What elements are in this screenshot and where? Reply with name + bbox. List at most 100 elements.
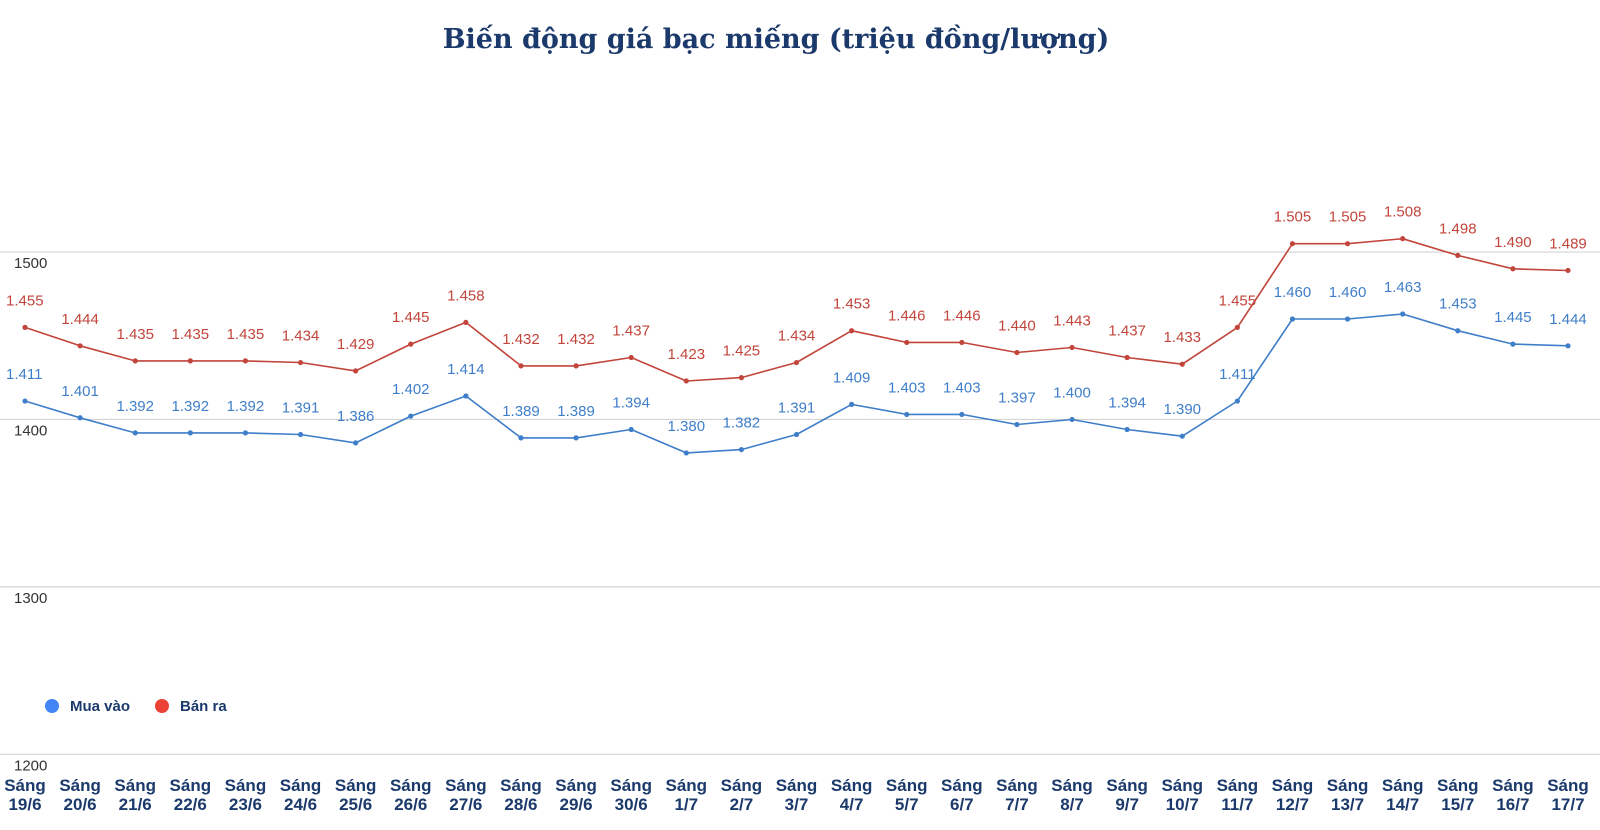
x-tick-label: Sáng bbox=[610, 776, 652, 795]
gridlines bbox=[0, 251, 1600, 755]
x-tick-label: Sáng bbox=[390, 776, 432, 795]
data-label-ban-ra: 1.455 bbox=[1219, 292, 1257, 309]
x-tick-label: 17/7 bbox=[1551, 795, 1584, 814]
data-point-mua-vao bbox=[1455, 328, 1461, 334]
data-point-mua-vao bbox=[849, 401, 855, 407]
data-label-ban-ra: 1.437 bbox=[612, 323, 650, 340]
x-tick-label: Sáng bbox=[1161, 776, 1203, 795]
data-label-ban-ra: 1.455 bbox=[6, 292, 44, 309]
x-tick-label: 16/7 bbox=[1496, 795, 1529, 814]
x-tick-label: Sáng bbox=[335, 776, 377, 795]
data-label-mua-vao: 1.401 bbox=[61, 383, 99, 400]
data-label-mua-vao: 1.382 bbox=[723, 415, 761, 432]
x-tick-label: Sáng bbox=[1437, 776, 1479, 795]
data-label-mua-vao: 1.460 bbox=[1329, 284, 1367, 301]
x-tick-label: 22/6 bbox=[174, 795, 207, 814]
x-tick-label: Sáng bbox=[280, 776, 322, 795]
data-point-mua-vao bbox=[904, 411, 910, 418]
x-tick-label: Sáng bbox=[996, 776, 1038, 795]
data-label-mua-vao: 1.392 bbox=[116, 398, 154, 415]
data-point-mua-vao bbox=[1289, 316, 1296, 322]
data-label-mua-vao: 1.411 bbox=[6, 366, 42, 383]
data-point-ban-ra bbox=[738, 375, 744, 381]
data-point-mua-vao bbox=[683, 450, 689, 456]
y-tick-label: 1500 bbox=[14, 255, 47, 272]
x-tick-label: Sáng bbox=[114, 776, 156, 795]
x-tick-label: 1/7 bbox=[674, 795, 698, 814]
x-tick-label: Sáng bbox=[1492, 776, 1534, 795]
data-point-mua-vao bbox=[1344, 316, 1351, 322]
data-point-ban-ra bbox=[1124, 354, 1130, 361]
x-tick-label: 26/6 bbox=[394, 795, 427, 814]
data-point-ban-ra bbox=[353, 368, 359, 374]
data-point-ban-ra bbox=[1234, 324, 1240, 330]
x-tick-label: Sáng bbox=[721, 776, 763, 795]
data-point-ban-ra bbox=[518, 363, 524, 369]
data-label-ban-ra: 1.435 bbox=[227, 326, 265, 343]
data-point-ban-ra bbox=[683, 378, 689, 384]
data-label-ban-ra: 1.432 bbox=[557, 331, 595, 348]
data-label-mua-vao: 1.389 bbox=[557, 403, 595, 420]
data-label-ban-ra: 1.434 bbox=[282, 328, 320, 345]
chart-title: Biến động giá bạc miếng (triệu đồng/lượn… bbox=[443, 23, 1110, 55]
data-label-mua-vao: 1.389 bbox=[502, 403, 540, 420]
x-tick-label: Sáng bbox=[1547, 776, 1589, 795]
x-tick-label: 19/6 bbox=[8, 795, 41, 814]
data-label-mua-vao: 1.411 bbox=[1219, 366, 1255, 383]
x-tick-label: 27/6 bbox=[449, 795, 482, 814]
data-point-ban-ra bbox=[187, 358, 193, 364]
data-point-ban-ra bbox=[793, 359, 800, 366]
data-label-ban-ra: 1.505 bbox=[1274, 209, 1312, 226]
data-label-mua-vao: 1.460 bbox=[1274, 284, 1312, 301]
x-tick-label: 28/6 bbox=[504, 795, 537, 814]
x-tick-label: Sáng bbox=[1327, 776, 1369, 795]
data-label-ban-ra: 1.425 bbox=[723, 343, 761, 360]
data-point-mua-vao bbox=[353, 440, 359, 446]
y-tick-label: 1200 bbox=[14, 757, 47, 774]
x-tick-label: Sáng bbox=[941, 776, 983, 795]
data-label-ban-ra: 1.423 bbox=[668, 346, 706, 363]
data-point-ban-ra bbox=[1069, 344, 1075, 351]
data-label-mua-vao: 1.394 bbox=[612, 395, 650, 412]
data-labels: 1.411 1.401 1.392 1.392 1.392 1.391 1.386 1.402… bbox=[6, 204, 1587, 435]
x-tick-label: Sáng bbox=[445, 776, 487, 795]
data-label-ban-ra: 1.446 bbox=[888, 307, 926, 324]
data-label-ban-ra: 1.434 bbox=[778, 328, 816, 345]
data-point-mua-vao bbox=[1179, 433, 1185, 439]
legend-label-mua-vao: Mua vào bbox=[70, 698, 130, 715]
data-point-mua-vao bbox=[1565, 343, 1571, 349]
x-tick-label: Sáng bbox=[1051, 776, 1093, 795]
data-label-mua-vao: 1.445 bbox=[1494, 309, 1532, 326]
data-label-mua-vao: 1.414 bbox=[447, 361, 485, 378]
data-point-ban-ra bbox=[573, 363, 579, 369]
data-label-mua-vao: 1.392 bbox=[172, 398, 210, 415]
data-label-mua-vao: 1.402 bbox=[392, 381, 430, 398]
data-point-mua-vao bbox=[463, 393, 469, 399]
data-point-mua-vao bbox=[132, 430, 138, 436]
x-tick-label: 29/6 bbox=[560, 795, 593, 814]
x-tick-label: Sáng bbox=[1217, 776, 1259, 795]
x-tick-label: 3/7 bbox=[785, 795, 809, 814]
data-point-mua-vao bbox=[518, 435, 524, 441]
x-tick-label: 6/7 bbox=[950, 795, 974, 814]
data-point-mua-vao bbox=[1014, 421, 1020, 428]
x-tick-label: Sáng bbox=[776, 776, 818, 795]
series-lines bbox=[22, 236, 1571, 456]
x-tick-label: Sáng bbox=[1382, 776, 1424, 795]
x-tick-label: 4/7 bbox=[840, 795, 864, 814]
data-label-ban-ra: 1.446 bbox=[943, 307, 981, 324]
data-point-mua-vao bbox=[628, 426, 634, 433]
data-label-mua-vao: 1.453 bbox=[1439, 296, 1477, 313]
data-label-mua-vao: 1.397 bbox=[998, 389, 1036, 406]
data-label-ban-ra: 1.490 bbox=[1494, 234, 1532, 251]
data-label-mua-vao: 1.392 bbox=[227, 398, 265, 415]
data-point-mua-vao bbox=[573, 435, 579, 441]
data-point-mua-vao bbox=[22, 398, 28, 404]
x-tick-label: 8/7 bbox=[1060, 795, 1084, 814]
data-point-mua-vao bbox=[1124, 426, 1130, 433]
data-label-ban-ra: 1.445 bbox=[392, 309, 430, 326]
x-tick-label: Sáng bbox=[170, 776, 212, 795]
x-tick-label: Sáng bbox=[666, 776, 708, 795]
legend-label-ban-ra: Bán ra bbox=[180, 698, 227, 715]
